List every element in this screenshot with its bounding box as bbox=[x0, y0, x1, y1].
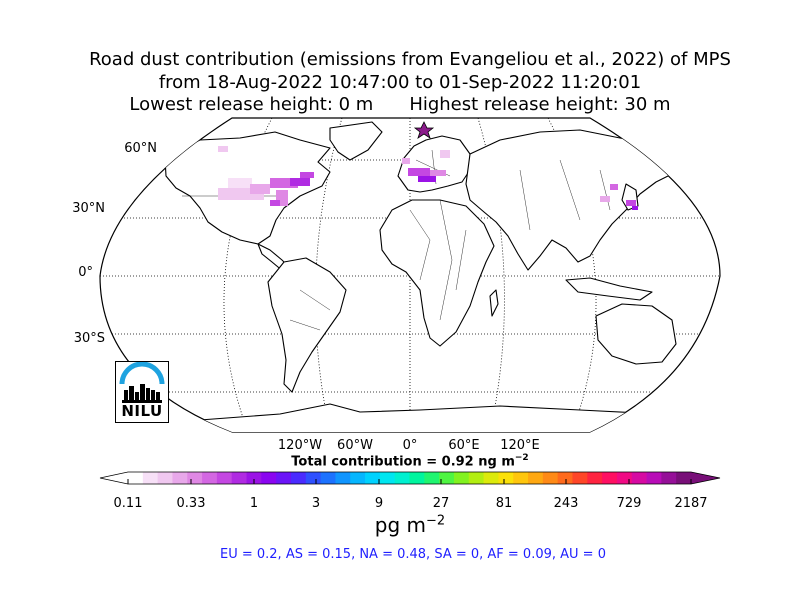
colorbar-segment bbox=[602, 472, 618, 484]
map-title-line-2: from 18-Aug-2022 10:47:00 to 01-Sep-2022… bbox=[158, 72, 642, 93]
colorbar-tick-label: 243 bbox=[553, 496, 579, 511]
colorbar-tick-label: 1 bbox=[249, 496, 259, 511]
colorbar-max-extension bbox=[691, 472, 720, 484]
coastlines bbox=[119, 121, 720, 432]
colorbar-segment bbox=[202, 472, 218, 484]
colorbar-segment bbox=[187, 472, 203, 484]
colorbar-tick-label: 3 bbox=[311, 496, 321, 511]
lon-label-60e: 60°E bbox=[448, 438, 480, 453]
colorbar-segment bbox=[557, 472, 573, 484]
colorbar-tick-label: 81 bbox=[495, 496, 513, 511]
logo-text: NILU bbox=[121, 402, 163, 420]
highest-release-height: Highest release height: 30 m bbox=[409, 94, 671, 115]
indonesia bbox=[565, 277, 653, 301]
logo-skyline bbox=[122, 384, 162, 403]
new-zealand bbox=[693, 371, 709, 393]
colorbar-segment bbox=[468, 472, 484, 484]
colorbar-min-extension bbox=[100, 472, 128, 484]
colorbar-segment bbox=[587, 472, 603, 484]
colorbar-segment bbox=[631, 472, 647, 484]
colorbar-segment bbox=[394, 472, 410, 484]
colorbar-segment bbox=[350, 472, 366, 484]
colorbar-segment bbox=[424, 472, 440, 484]
colorbar bbox=[99, 471, 721, 485]
colorbar-segment bbox=[335, 472, 351, 484]
colorbar-ticks bbox=[127, 479, 692, 484]
colorbar-segment bbox=[128, 472, 144, 484]
contribution-field bbox=[218, 146, 638, 210]
colorbar-segment bbox=[246, 472, 262, 484]
colorbar-segment bbox=[305, 472, 322, 484]
madagascar bbox=[489, 289, 499, 317]
lon-label-0: 0° bbox=[402, 438, 418, 453]
colorbar-segment bbox=[231, 472, 247, 484]
colorbar-segment bbox=[498, 472, 514, 484]
colorbar-segment bbox=[320, 472, 336, 484]
colorbar-tick-label: 0.33 bbox=[176, 496, 206, 511]
colorbar-segment bbox=[409, 472, 425, 484]
map-title-line-3: Lowest release height: 0 m Highest releas… bbox=[0, 94, 800, 116]
lon-label-120w: 120°W bbox=[277, 438, 323, 453]
colorbar-segment bbox=[483, 472, 499, 484]
colorbar-segment bbox=[513, 472, 529, 484]
colorbar-tick-label: 9 bbox=[374, 496, 384, 511]
colorbar-segment bbox=[616, 472, 633, 484]
colorbar-segment bbox=[453, 472, 470, 484]
logo-arc bbox=[119, 362, 165, 385]
colorbar-tick-label: 0.11 bbox=[113, 496, 143, 511]
antarctica bbox=[119, 403, 720, 432]
lon-label-60w: 60°W bbox=[337, 438, 373, 453]
colorbar-segment bbox=[172, 472, 188, 484]
colorbar-segment bbox=[439, 472, 455, 484]
greenland bbox=[329, 121, 383, 161]
release-site-star-icon bbox=[413, 121, 435, 139]
colorbar-segment bbox=[261, 472, 277, 484]
total-contribution: Total contribution = 0.92 ng m−2 bbox=[291, 453, 529, 470]
colorbar-segment bbox=[276, 472, 292, 484]
lat-label-30n: 30°N bbox=[72, 201, 105, 216]
south-america bbox=[267, 257, 347, 393]
colorbar-segment bbox=[661, 472, 677, 484]
colorbar-segment bbox=[216, 472, 233, 484]
colorbar-segment bbox=[542, 472, 559, 484]
colorbar-segment bbox=[379, 472, 396, 484]
colorbar-tick-label: 2187 bbox=[674, 496, 708, 511]
region-summary: EU = 0.2, AS = 0.15, NA = 0.48, SA = 0, … bbox=[220, 547, 606, 562]
colorbar-segment bbox=[365, 472, 381, 484]
colorbar-tick-label: 27 bbox=[432, 496, 450, 511]
colorbar-segment bbox=[646, 472, 662, 484]
map-title-line-1: Road dust contribution (emissions from E… bbox=[89, 49, 731, 70]
lat-label-60n: 60°N bbox=[124, 141, 157, 156]
colorbar-segment bbox=[676, 472, 692, 484]
nilu-logo: NILU bbox=[115, 361, 169, 423]
colorbar-unit: pg m−2 bbox=[374, 513, 446, 537]
lowest-release-height: Lowest release height: 0 m bbox=[129, 94, 374, 115]
colorbar-segment bbox=[290, 472, 307, 484]
australia bbox=[595, 303, 677, 365]
colorbar-segment bbox=[528, 472, 544, 484]
colorbar-segment bbox=[572, 472, 588, 484]
lat-label-30s: 30°S bbox=[73, 331, 105, 346]
lat-label-0: 0° bbox=[78, 265, 93, 280]
colorbar-segment bbox=[142, 472, 159, 484]
colorbar-tick-label: 729 bbox=[616, 496, 642, 511]
colorbar-segment bbox=[157, 472, 173, 484]
lon-label-120e: 120°E bbox=[500, 438, 540, 453]
